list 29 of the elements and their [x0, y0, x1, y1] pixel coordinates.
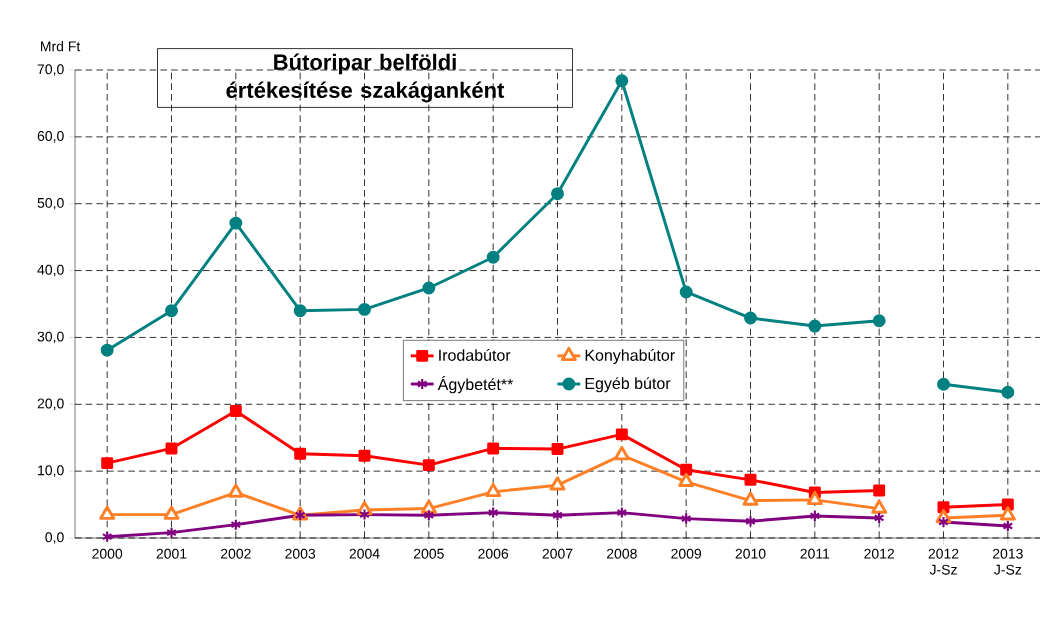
- x-tick-label: 2009: [671, 548, 702, 559]
- x-tick-label: 2001: [156, 548, 187, 559]
- y-tick-label: 50,0: [37, 197, 64, 210]
- x-tick-label: 2011: [800, 548, 830, 559]
- x-tick-label: 2010: [735, 548, 766, 559]
- x-tick-label: 2006: [478, 548, 509, 559]
- legend-label: Egyéb bútor: [585, 377, 671, 393]
- x-tick-label: 2008: [606, 548, 637, 559]
- legend-label: Irodabútor: [439, 348, 511, 361]
- y-tick-label: 0,0: [45, 532, 64, 544]
- legend-label: Ágybetét**: [437, 376, 514, 394]
- x-tick-label: 2005: [413, 548, 444, 559]
- legend-label: Konyhabútor: [585, 348, 675, 365]
- y-axis-title: Mrd Ft: [41, 41, 81, 52]
- chart-title: Bútoripar belföldi értékesítése szakáganként: [226, 53, 505, 103]
- x-tick-label: 2003: [285, 548, 316, 559]
- x-tick-label: 2002: [220, 548, 251, 559]
- x-tick-label: 2007: [542, 548, 573, 559]
- x-tick-label: 2000: [92, 548, 123, 559]
- y-tick-label: 70,0: [37, 64, 64, 76]
- x-tick-label: 2012 J-Sz: [928, 548, 959, 575]
- y-tick-label: 20,0: [37, 398, 64, 411]
- y-tick-label: 30,0: [37, 331, 64, 344]
- y-tick-label: 60,0: [37, 131, 64, 143]
- x-tick-label: 2013 J-Sz: [992, 548, 1023, 575]
- x-tick-label: 2012: [864, 548, 895, 559]
- x-tick-label: 2004: [349, 548, 380, 559]
- y-tick-label: 10,0: [38, 465, 64, 477]
- y-tick-label: 40,0: [37, 264, 64, 277]
